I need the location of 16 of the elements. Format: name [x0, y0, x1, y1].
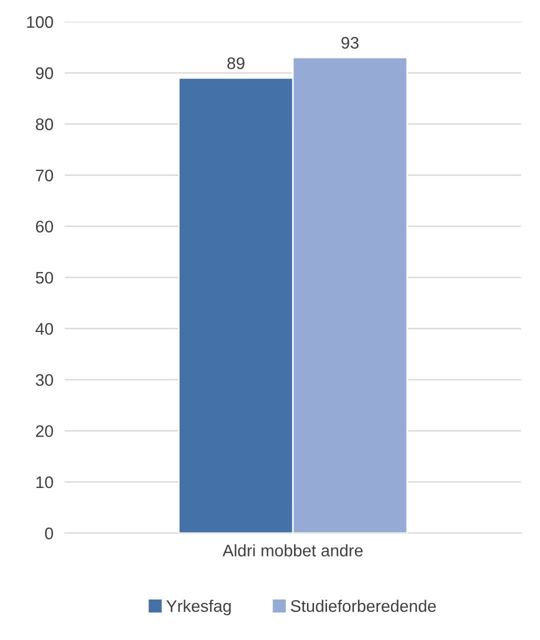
- y-tick-label: 40: [36, 322, 54, 335]
- y-tick-label: 60: [36, 220, 54, 233]
- legend-label: Yrkesfag: [166, 600, 231, 616]
- x-tick-label: Aldri mobbet andre: [222, 544, 363, 556]
- y-tick-label: 90: [36, 67, 54, 80]
- data-label: 89: [227, 57, 244, 70]
- y-tick-label: 10: [36, 476, 54, 488]
- y-tick-label: 20: [36, 425, 54, 438]
- data-label: 93: [342, 36, 359, 49]
- y-tick-label: 100: [27, 16, 54, 28]
- legend-label: Studieforberedende: [290, 600, 436, 612]
- y-tick-label: 30: [36, 374, 54, 386]
- y-tick-label: 0: [45, 528, 54, 540]
- y-tick-label: 50: [36, 272, 54, 284]
- y-tick-label: 70: [36, 170, 54, 182]
- y-tick-label: 80: [36, 118, 54, 130]
